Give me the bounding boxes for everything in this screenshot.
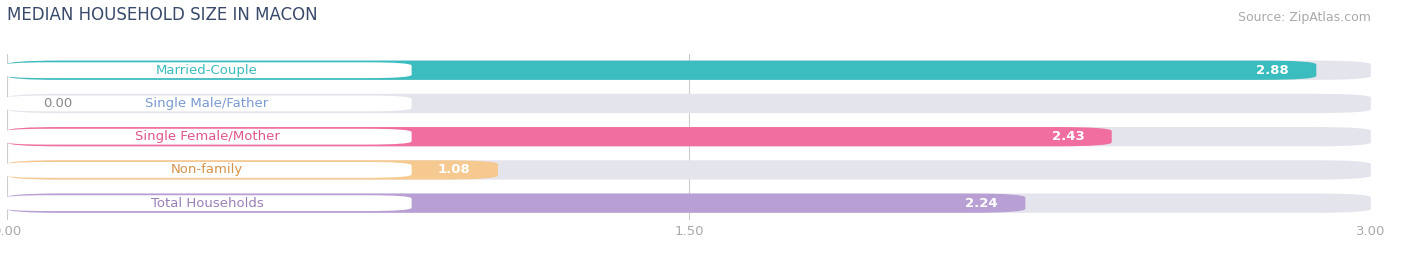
Text: MEDIAN HOUSEHOLD SIZE IN MACON: MEDIAN HOUSEHOLD SIZE IN MACON xyxy=(7,6,318,24)
FancyBboxPatch shape xyxy=(7,94,1371,113)
Text: Married-Couple: Married-Couple xyxy=(156,64,257,77)
FancyBboxPatch shape xyxy=(3,129,412,144)
Text: Single Female/Mother: Single Female/Mother xyxy=(135,130,280,143)
FancyBboxPatch shape xyxy=(7,127,1371,146)
FancyBboxPatch shape xyxy=(3,162,412,178)
Text: 2.88: 2.88 xyxy=(1257,64,1289,77)
FancyBboxPatch shape xyxy=(3,195,412,211)
Text: 0.00: 0.00 xyxy=(44,97,73,110)
Text: Non-family: Non-family xyxy=(172,163,243,176)
FancyBboxPatch shape xyxy=(7,61,1371,80)
Text: Total Households: Total Households xyxy=(150,197,263,210)
FancyBboxPatch shape xyxy=(3,62,412,78)
FancyBboxPatch shape xyxy=(7,160,1371,180)
FancyBboxPatch shape xyxy=(7,61,1316,80)
FancyBboxPatch shape xyxy=(7,127,1112,146)
FancyBboxPatch shape xyxy=(3,96,412,111)
Text: Source: ZipAtlas.com: Source: ZipAtlas.com xyxy=(1237,11,1371,24)
Text: Single Male/Father: Single Male/Father xyxy=(145,97,269,110)
Text: 2.43: 2.43 xyxy=(1052,130,1084,143)
Text: 1.08: 1.08 xyxy=(439,163,471,176)
FancyBboxPatch shape xyxy=(7,160,498,180)
FancyBboxPatch shape xyxy=(7,193,1025,213)
Text: 2.24: 2.24 xyxy=(966,197,998,210)
FancyBboxPatch shape xyxy=(7,193,1371,213)
